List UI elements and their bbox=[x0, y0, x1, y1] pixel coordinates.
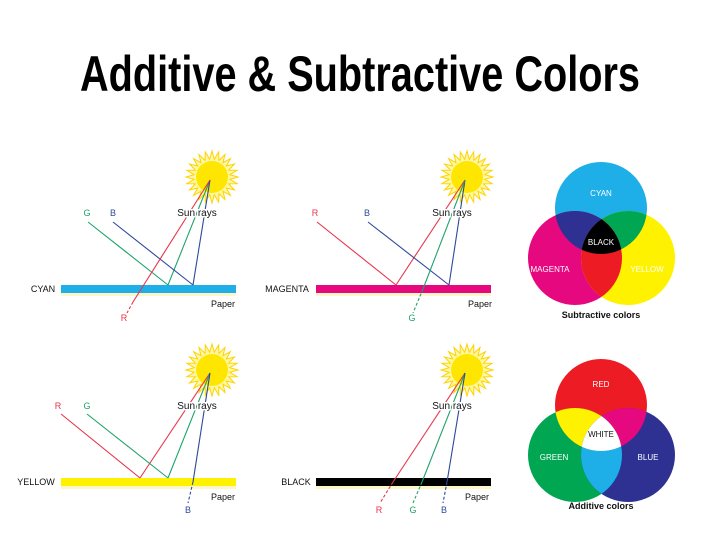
green-label: GREEN bbox=[540, 453, 569, 462]
paper-label: Paper bbox=[468, 299, 492, 309]
incoming-ray-r bbox=[139, 372, 211, 479]
magenta-label: MAGENTA bbox=[531, 265, 571, 274]
reflected-ray-g bbox=[86, 413, 169, 479]
panel-black: R G B Sun rays BLACK Paper bbox=[281, 342, 495, 515]
reflected-ray-b bbox=[367, 221, 450, 286]
ray-label-b: B bbox=[185, 505, 191, 515]
ray-label-r: R bbox=[376, 505, 383, 515]
paper-color-label: MAGENTA bbox=[265, 284, 309, 294]
black-overlap bbox=[581, 211, 622, 254]
paper bbox=[61, 293, 236, 296]
paper-color-bar bbox=[316, 478, 491, 486]
white-label: WHITE bbox=[588, 430, 614, 439]
absorbed-ray-b bbox=[187, 481, 194, 504]
cyan-label: CYAN bbox=[590, 189, 612, 198]
additive-caption: Additive colors bbox=[568, 501, 633, 511]
paper bbox=[316, 486, 491, 489]
sun-rays-label: Sun rays bbox=[177, 208, 216, 219]
paper-color-label: BLACK bbox=[281, 477, 311, 487]
absorbed-ray-r bbox=[379, 481, 394, 504]
reflected-ray-g bbox=[87, 221, 169, 286]
ray-label-r: R bbox=[312, 208, 319, 218]
paper-color-bar bbox=[61, 478, 236, 486]
absorbed-ray-r bbox=[126, 301, 134, 314]
incoming-ray-g bbox=[167, 372, 211, 479]
paper-color-bar bbox=[316, 285, 491, 293]
panel-magenta: R B G Sun rays MAGENTA Paper bbox=[265, 149, 495, 323]
incoming-ray-g bbox=[422, 179, 466, 290]
panel-yellow: R G B Sun rays YELLOW Paper bbox=[17, 342, 240, 515]
incoming-ray-r bbox=[132, 179, 211, 303]
sun-rays-label: Sun rays bbox=[432, 401, 471, 412]
ray-label-b: B bbox=[441, 505, 447, 515]
sun-core bbox=[196, 354, 228, 386]
sun-core bbox=[451, 354, 483, 386]
panel-cyan: G B R Sun rays CYAN Paper bbox=[31, 149, 240, 323]
additive-venn: RED GREEN BLUE WHITE Additive colors bbox=[528, 359, 675, 511]
yellow-label: YELLOW bbox=[630, 265, 664, 274]
sun-core bbox=[196, 161, 228, 193]
ray-label-r: R bbox=[55, 401, 62, 411]
black-label: BLACK bbox=[588, 238, 615, 247]
absorbed-ray-g bbox=[412, 288, 424, 314]
ray-label-b: B bbox=[364, 208, 370, 218]
paper-color-label: CYAN bbox=[31, 284, 55, 294]
red-label: RED bbox=[593, 380, 610, 389]
reflected-ray-b bbox=[112, 221, 194, 286]
ray-label-b: B bbox=[110, 208, 116, 218]
blue-label: BLUE bbox=[638, 453, 659, 462]
paper-label: Paper bbox=[465, 492, 489, 502]
paper-label: Paper bbox=[211, 492, 235, 502]
white-overlap bbox=[581, 408, 622, 451]
ray-label-g: G bbox=[83, 208, 90, 218]
reflected-ray-r bbox=[60, 413, 141, 479]
incoming-ray-b bbox=[446, 372, 466, 483]
absorbed-ray-b bbox=[442, 481, 448, 504]
incoming-ray-b bbox=[192, 179, 211, 286]
paper bbox=[316, 293, 491, 296]
ray-label-g: G bbox=[409, 505, 416, 515]
incoming-ray-r bbox=[392, 372, 466, 483]
ray-label-g: G bbox=[83, 401, 90, 411]
absorbed-ray-g bbox=[412, 481, 423, 504]
incoming-ray-b bbox=[448, 179, 466, 286]
incoming-ray-g bbox=[421, 372, 466, 483]
paper-color-bar bbox=[61, 285, 236, 293]
paper bbox=[61, 486, 236, 489]
sun-rays-label: Sun rays bbox=[432, 208, 471, 219]
page-title: Additive & Subtractive Colors bbox=[80, 46, 640, 102]
sun-core bbox=[451, 161, 483, 193]
paper-color-label: YELLOW bbox=[17, 477, 55, 487]
incoming-ray-r bbox=[395, 179, 466, 286]
subtractive-caption: Subtractive colors bbox=[562, 310, 641, 320]
subtractive-venn: CYAN MAGENTA YELLOW BLACK Subtractive co… bbox=[528, 162, 675, 320]
sun-rays-label: Sun rays bbox=[177, 401, 216, 412]
paper-label: Paper bbox=[211, 299, 235, 309]
ray-label-r: R bbox=[121, 313, 128, 323]
incoming-ray-b bbox=[192, 372, 211, 483]
reflected-ray-r bbox=[316, 221, 397, 286]
incoming-ray-g bbox=[167, 179, 211, 286]
ray-label-g: G bbox=[408, 313, 415, 323]
